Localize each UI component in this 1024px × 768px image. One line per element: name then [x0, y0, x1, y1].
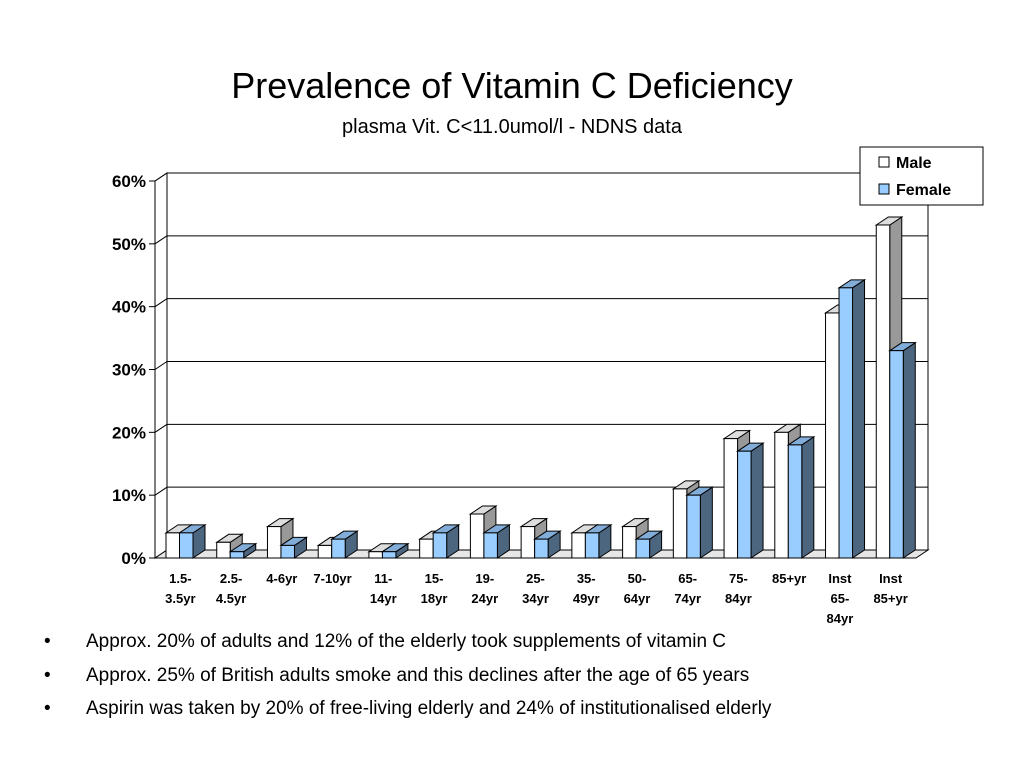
x-tick-label: 1.5-3.5yr [165, 571, 195, 606]
y-tick-label: 20% [112, 423, 146, 442]
bullet-item: • Approx. 20% of adults and 12% of the el… [44, 630, 1004, 653]
bullet-marker: • [44, 664, 51, 686]
bar-front [520, 526, 536, 559]
x-tick-label: 19-24yr [471, 571, 498, 606]
bar-female [330, 530, 359, 559]
bar-female [431, 523, 461, 559]
bar-front [838, 287, 854, 559]
bar-front [368, 551, 383, 559]
legend: Male Female [859, 146, 984, 206]
bar-front [875, 224, 891, 559]
bar-side [902, 341, 916, 559]
bar-front [381, 551, 397, 559]
legend-swatch-male [878, 156, 890, 168]
legend-label-male: Male [896, 155, 932, 172]
x-tick-label: 65-74yr [674, 571, 701, 606]
legend-swatch-female [878, 183, 890, 195]
bar-female [837, 278, 867, 559]
y-tick-label: 40% [112, 298, 146, 317]
bar-front [483, 532, 498, 559]
bar-female [583, 523, 613, 559]
bar-female [735, 442, 765, 559]
x-tick-label: 2.5-4.5yr [216, 571, 246, 606]
bar-front [672, 488, 688, 559]
gridline-side [154, 235, 168, 245]
bar-front [469, 513, 485, 559]
bar-front [165, 532, 180, 559]
bar-female [786, 435, 816, 559]
x-tick-label: 25-34yr [522, 571, 549, 606]
bar-front [686, 494, 701, 559]
bar-front [266, 526, 282, 559]
bar-female [685, 486, 714, 559]
x-tick-label: 35-49yr [573, 571, 600, 606]
chart-subtitle: plasma Vit. C<11.0umol/l - NDNS data [342, 116, 682, 138]
bar-female [482, 523, 512, 559]
chart-title: Prevalence of Vitamin C Deficiency [231, 65, 793, 106]
bar-female [228, 542, 258, 559]
bar-female [634, 530, 664, 559]
bar-side [750, 442, 764, 559]
bar-front [737, 450, 752, 559]
bar-front [774, 431, 789, 559]
x-tick-label: 11-14yr [370, 571, 397, 606]
bar-side [801, 435, 815, 559]
bar-front [179, 532, 194, 559]
gridline-side [154, 486, 168, 496]
notes-list: • Approx. 20% of adults and 12% of the el… [44, 630, 1004, 731]
bar-female [279, 536, 309, 559]
bar-front [723, 438, 739, 559]
x-tick-label: 50-64yr [624, 571, 651, 606]
bar-front [889, 350, 904, 559]
bar-front [432, 532, 448, 559]
bar-front [787, 444, 803, 559]
bullet-text: Aspirin was taken by 20% of free-living … [86, 698, 772, 719]
bar-front [635, 538, 651, 559]
gridline-side [154, 423, 168, 433]
bullet-item: • Aspirin was taken by 20% of free-living… [44, 697, 1004, 720]
bullet-text: Approx. 20% of adults and 12% of the eld… [86, 631, 727, 652]
x-tick-label: 4-6yr [266, 571, 297, 586]
bar-female [888, 341, 917, 559]
bar-front [584, 532, 600, 559]
bar-side [699, 486, 713, 559]
bar-front [622, 526, 637, 559]
gridline-side [154, 172, 168, 182]
y-tick-label: 30% [112, 361, 146, 380]
bar-female [380, 542, 410, 559]
bar-front [331, 538, 346, 559]
bar-side [852, 278, 866, 559]
bar-front [419, 538, 434, 559]
bar-front [280, 544, 295, 559]
bar-front [229, 551, 245, 559]
y-tick-label: 60% [112, 172, 146, 191]
bullet-marker: • [44, 698, 51, 719]
y-tick-label: 0% [121, 549, 146, 568]
x-tick-label: 7-10yr [313, 571, 351, 586]
bar-female [177, 523, 207, 559]
bar-front [216, 541, 231, 559]
gridline-side [154, 361, 168, 370]
bar-front [825, 312, 840, 559]
x-tick-label: 75-84yr [725, 571, 752, 606]
x-tick-label: Inst 85+yr [873, 571, 907, 606]
x-tick-label: 15-18yr [421, 571, 448, 606]
x-tick-label: 85+yr [772, 571, 806, 586]
bar-front [317, 544, 333, 559]
bullet-item: • Approx. 25% of British adults smoke and… [44, 664, 1004, 687]
legend-label-female: Female [896, 182, 951, 199]
y-tick-label: 50% [112, 235, 146, 254]
bullet-marker: • [44, 631, 51, 652]
gridline-side [154, 298, 168, 308]
x-tick-label: Inst 65-84yr [827, 571, 854, 626]
bar-front [571, 532, 586, 559]
bar-front [534, 538, 549, 559]
bullet-text: Approx. 25% of British adults smoke and … [86, 664, 750, 686]
y-tick-label: 10% [112, 486, 146, 505]
bar-female [532, 530, 562, 559]
